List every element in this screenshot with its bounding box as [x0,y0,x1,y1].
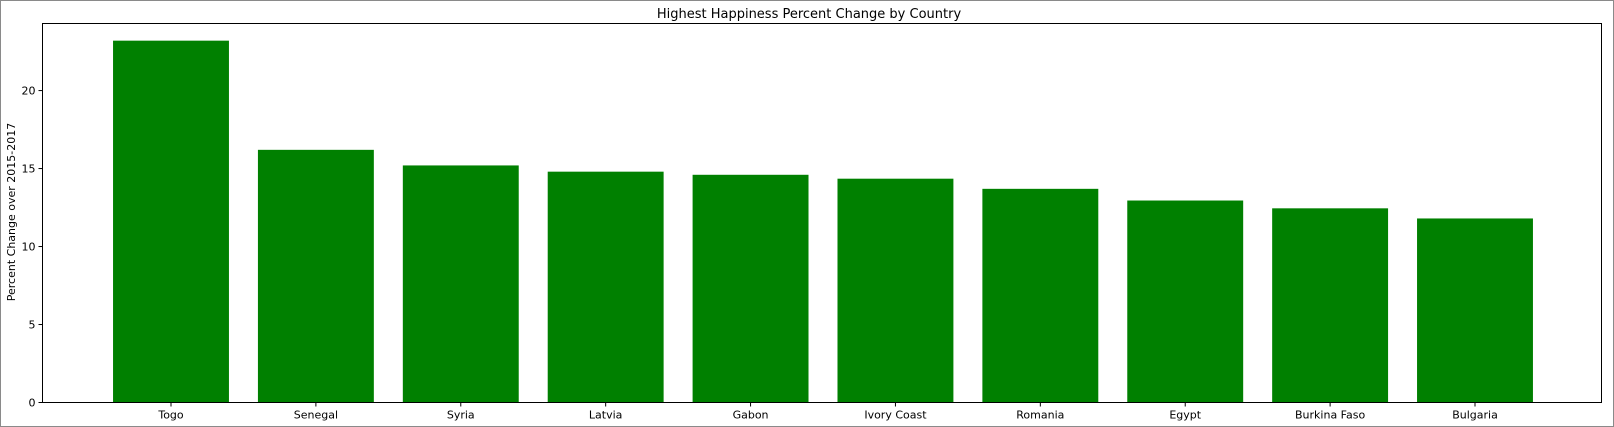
bar-egypt [1127,200,1244,403]
x-tick-label: Latvia [589,409,623,422]
y-tick-label: 5 [29,319,36,332]
x-axis-ticks: Togo Senegal Syria Latvia Gabon Ivory Coast Ro… [157,402,1498,422]
x-tick-label: Romania [1016,409,1064,422]
y-axis-label: Percent Change over 2015-2017 [5,123,18,301]
plot-area-frame [42,23,1602,403]
y-axis-ticks: 0 5 10 15 20 [22,85,43,410]
y-tick-label: 15 [22,163,36,176]
bar-latvia [547,171,664,403]
bar-ivory-coast [837,178,954,403]
x-tick-label: Syria [447,409,475,422]
x-tick-label: Bulgaria [1452,409,1498,422]
y-tick-label: 0 [29,397,36,410]
y-tick-label: 20 [22,85,36,98]
x-tick-label: Gabon [733,409,769,422]
bars-group [113,40,1533,403]
x-tick-label: Egypt [1169,409,1201,422]
y-tick-label: 10 [22,241,36,254]
bar-romania [982,188,1099,403]
bar-senegal [257,149,374,403]
bar-gabon [692,174,809,403]
bar-togo [113,40,229,403]
bar-syria [402,165,519,403]
bar-bulgaria [1417,218,1533,403]
x-tick-label: Togo [157,409,184,422]
chart-title: Highest Happiness Percent Change by Coun… [657,7,962,22]
x-tick-label: Burkina Faso [1295,409,1365,422]
bar-burkina-faso [1272,208,1389,403]
x-tick-label: Ivory Coast [864,409,927,422]
x-tick-label: Senegal [294,409,338,422]
